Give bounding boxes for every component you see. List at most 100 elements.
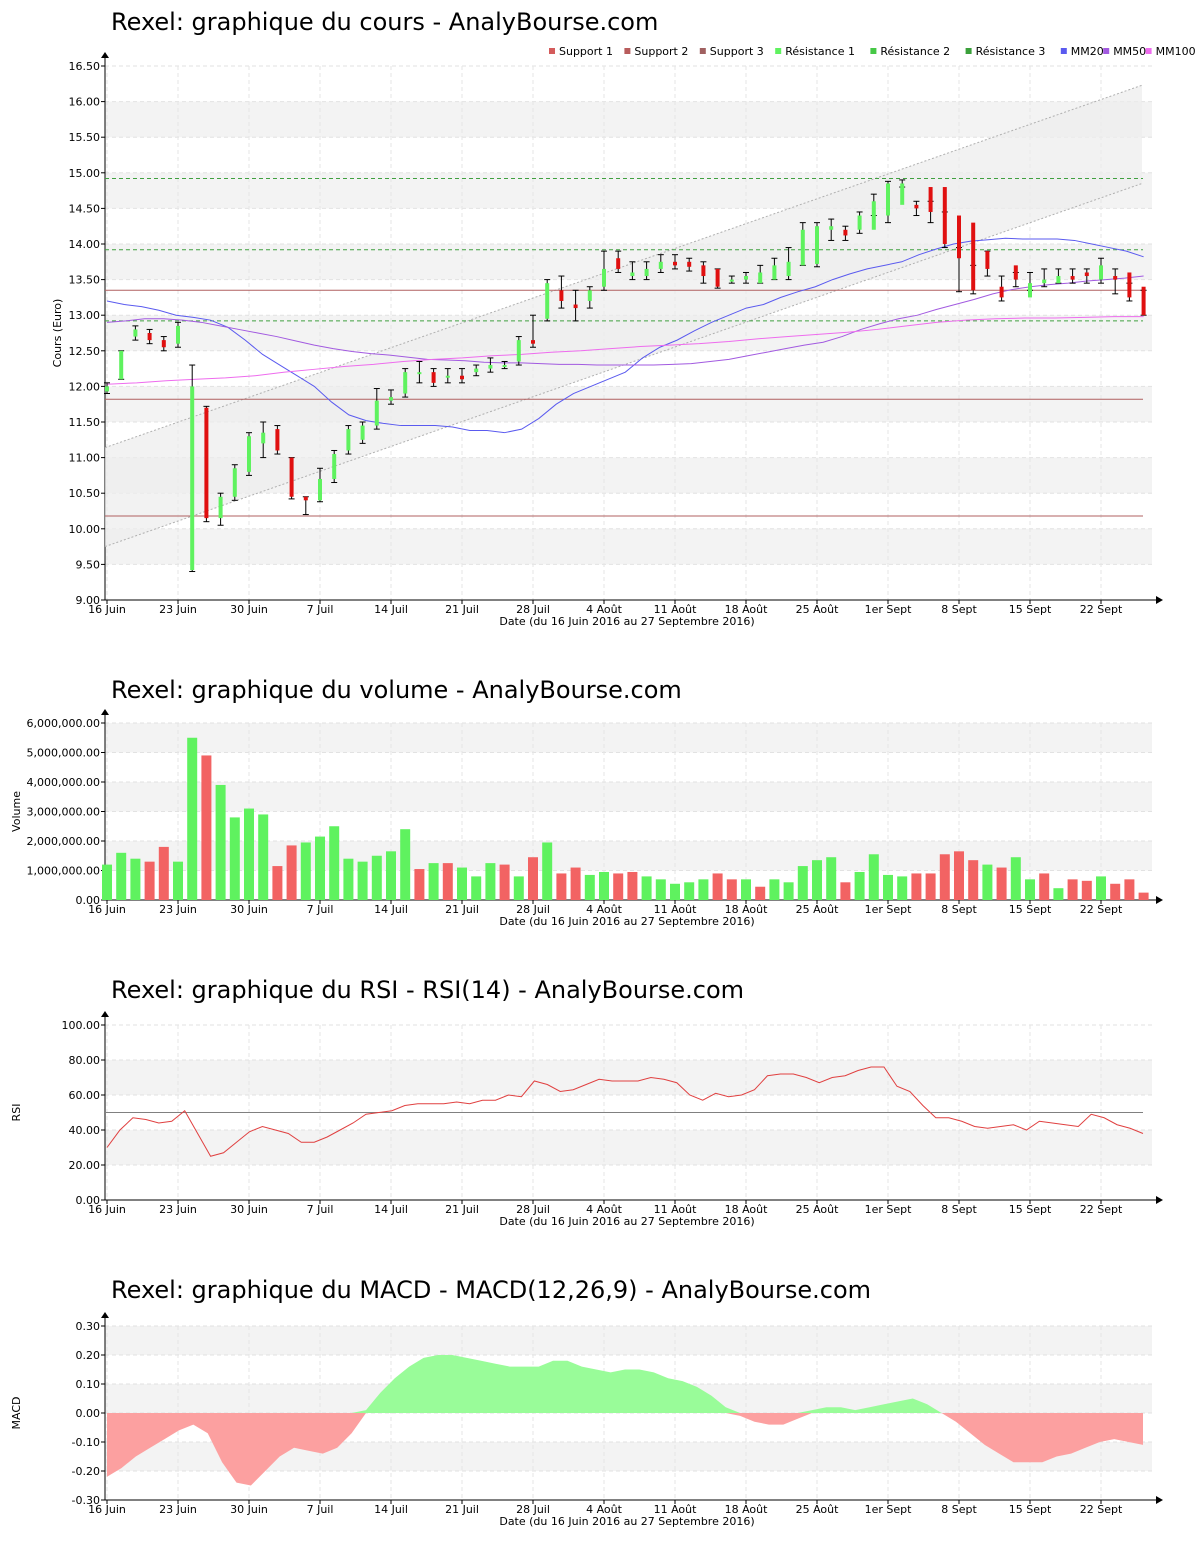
rsi-x-tick-label: 15 Sept bbox=[1009, 1203, 1052, 1216]
price-x-tick-label: 22 Sept bbox=[1080, 603, 1123, 616]
volume-y-tick-label: 1,000,000.00 bbox=[27, 865, 100, 878]
volume-y-tick-label: 4,000,000.00 bbox=[27, 776, 100, 789]
price-y-tick-label: 9.00 bbox=[76, 594, 101, 607]
candle-body bbox=[1084, 272, 1089, 277]
candle-body bbox=[1141, 286, 1146, 316]
price-x-tick-label: 1er Sept bbox=[865, 603, 913, 616]
candle-body bbox=[587, 290, 592, 301]
volume-bar bbox=[1039, 873, 1050, 900]
rsi-grid-band bbox=[105, 1130, 1152, 1165]
volume-bar bbox=[897, 876, 908, 900]
volume-bar bbox=[315, 836, 325, 900]
rsi-x-tick-label: 21 Juil bbox=[445, 1203, 479, 1216]
candle-body bbox=[247, 436, 251, 472]
price-x-tick-label: 25 Août bbox=[796, 603, 840, 616]
candle-body bbox=[914, 204, 919, 209]
candle-body bbox=[1028, 283, 1032, 298]
macd-y-tick-label: -0.30 bbox=[72, 1494, 100, 1507]
rsi-x-tick-label: 28 Juil bbox=[516, 1203, 550, 1216]
macd-y-tick-label: 0.00 bbox=[76, 1407, 101, 1420]
macd-x-tick-label: 30 Juin bbox=[230, 1503, 268, 1516]
candle-body bbox=[147, 333, 152, 341]
price-y-tick-label: 16.50 bbox=[69, 60, 101, 73]
candle-body bbox=[942, 187, 947, 244]
price-x-tick-label: 16 Juin bbox=[88, 603, 126, 616]
volume-bar bbox=[229, 817, 240, 900]
price-y-tick-label: 16.00 bbox=[69, 96, 101, 109]
price-grid-band bbox=[105, 528, 1152, 565]
macd-x-tick-label: 22 Sept bbox=[1080, 1503, 1123, 1516]
candle-body bbox=[275, 429, 280, 451]
volume-y-tick-label: 5,000,000.00 bbox=[27, 747, 100, 760]
volume-bar bbox=[386, 851, 396, 900]
candle-body bbox=[1042, 279, 1047, 284]
price-y-tick-label: 15.00 bbox=[69, 167, 101, 180]
candle-body bbox=[886, 183, 890, 216]
price-y-axis-label: Cours (Euro) bbox=[51, 299, 64, 368]
macd-x-tick-label: 7 Juil bbox=[307, 1503, 334, 1516]
volume-bar bbox=[712, 873, 723, 900]
candle-body bbox=[232, 468, 237, 497]
macd-positive-area bbox=[107, 1355, 1143, 1413]
candle-body bbox=[204, 407, 209, 519]
candle-body bbox=[744, 276, 748, 280]
rsi-grid-band bbox=[105, 1060, 1152, 1095]
legend-swatch bbox=[699, 48, 706, 54]
price-x-axis-label: Date (du 16 Juin 2016 au 27 Septembre 20… bbox=[499, 615, 754, 628]
candle-body bbox=[786, 261, 791, 277]
volume-bar bbox=[684, 882, 695, 900]
candle-body bbox=[460, 375, 464, 380]
volume-grid-band bbox=[105, 782, 1152, 812]
volume-bar bbox=[215, 784, 226, 900]
volume-y-axis-arrow bbox=[101, 709, 109, 715]
volume-bar bbox=[812, 860, 822, 900]
volume-bar bbox=[116, 852, 127, 900]
candle-body bbox=[871, 201, 876, 230]
legend-swatch bbox=[1103, 48, 1110, 54]
macd-x-tick-label: 21 Juil bbox=[445, 1503, 479, 1516]
volume-y-tick-label: 0.00 bbox=[76, 894, 101, 907]
mm50-line bbox=[106, 275, 1144, 366]
price-y-tick-label: 11.50 bbox=[69, 416, 101, 429]
volume-y-tick-label: 3,000,000.00 bbox=[27, 806, 100, 819]
candle-body bbox=[289, 457, 294, 497]
volume-bar bbox=[158, 846, 169, 900]
price-x-tick-label: 21 Juil bbox=[445, 603, 479, 616]
volume-bar bbox=[428, 863, 439, 900]
volume-bar bbox=[627, 871, 638, 900]
macd-y-axis-label: MACD bbox=[10, 1397, 23, 1430]
volume-bar bbox=[641, 876, 652, 900]
volume-x-tick-label: 8 Sept bbox=[941, 903, 977, 916]
volume-bar bbox=[1096, 876, 1106, 900]
legend-label: MM50 bbox=[1113, 45, 1146, 58]
volume-chart-panel: Rexel: graphique du volume - AnalyBourse… bbox=[0, 668, 1200, 938]
price-x-tick-label: 11 Août bbox=[654, 603, 698, 616]
volume-bar bbox=[400, 829, 411, 900]
mm100-line bbox=[106, 316, 1144, 385]
candle-body bbox=[261, 432, 266, 444]
candle-body bbox=[303, 496, 308, 501]
candle-body bbox=[602, 268, 606, 287]
volume-chart: 0.00 1,000,000.00 2,000,000.00 3,000,000.00… bbox=[10, 709, 1163, 928]
candle-body bbox=[119, 350, 124, 380]
price-x-tick-label: 30 Juin bbox=[230, 603, 268, 616]
legend-label: Résistance 1 bbox=[785, 45, 855, 58]
legend-label: Support 2 bbox=[634, 45, 688, 58]
volume-bar bbox=[911, 873, 922, 900]
candle-body bbox=[1113, 276, 1118, 280]
rsi-x-tick-label: 8 Sept bbox=[941, 1203, 977, 1216]
volume-bar bbox=[513, 876, 524, 900]
rsi-x-tick-label: 14 Juil bbox=[374, 1203, 408, 1216]
rsi-y-tick-label: 40.00 bbox=[69, 1124, 101, 1137]
macd-chart-panel: Rexel: graphique du MACD - MACD(12,26,9)… bbox=[0, 1268, 1200, 1538]
mm20-line bbox=[106, 237, 1144, 434]
volume-x-tick-label: 11 Août bbox=[654, 903, 698, 916]
price-x-tick-label: 15 Sept bbox=[1009, 603, 1052, 616]
price-chart-panel: Rexel: graphique du cours - AnalyBourse.… bbox=[0, 0, 1200, 640]
volume-bar bbox=[968, 860, 979, 900]
volume-bar bbox=[1025, 879, 1035, 900]
candle-body bbox=[531, 340, 535, 344]
legend-swatch bbox=[775, 48, 782, 54]
volume-bar bbox=[1081, 880, 1092, 900]
legend-swatch bbox=[1060, 48, 1067, 54]
